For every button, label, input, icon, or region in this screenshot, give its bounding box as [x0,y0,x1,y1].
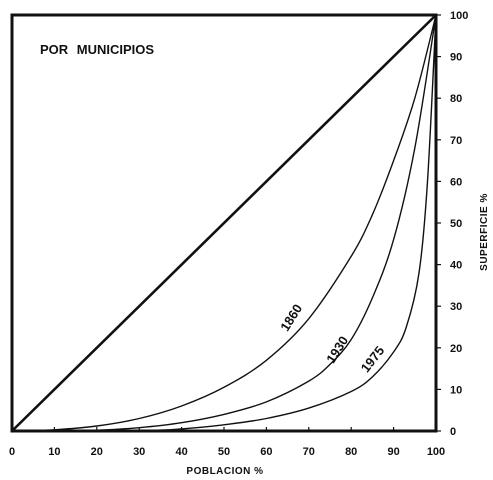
series-label-1975: 1975 [358,343,388,375]
y-tick-label: 90 [450,52,462,64]
y-tick-label: 70 [450,135,462,147]
y-tick-label: 100 [450,10,468,22]
y-tick-label: 40 [450,260,462,272]
x-axis-title: POBLACION % [186,466,263,477]
y-tick-label: 10 [450,384,462,396]
x-tick-label: 90 [387,446,399,458]
y-tick-label: 80 [450,93,462,105]
series-label-1860: 1860 [277,301,305,333]
x-tick-label: 80 [345,446,357,458]
series-label-1930: 1930 [323,333,351,365]
x-tick-label: 50 [218,446,230,458]
x-tick-label: 20 [91,446,103,458]
x-tick-label: 60 [260,446,272,458]
x-tick-label: 40 [175,446,187,458]
curves-layer: 1860 1930 1975 [12,15,436,431]
y-tick-label: 50 [450,218,462,230]
y-tick-label: 0 [450,426,456,438]
x-tick-label: 10 [48,446,60,458]
y-tick-label: 60 [450,176,462,188]
y-tick-label: 20 [450,343,462,355]
x-tick-label: 100 [427,446,445,458]
x-tick-label: 0 [9,446,15,458]
y-axis-ticks: 0 10 20 30 40 50 60 70 80 90 100 [436,10,468,438]
chart-title: POR MUNICIPIOS [40,42,154,57]
x-tick-label: 30 [133,446,145,458]
y-axis-title: SUPERFICIE % [479,193,490,271]
y-tick-label: 30 [450,301,462,313]
x-tick-label: 70 [303,446,315,458]
